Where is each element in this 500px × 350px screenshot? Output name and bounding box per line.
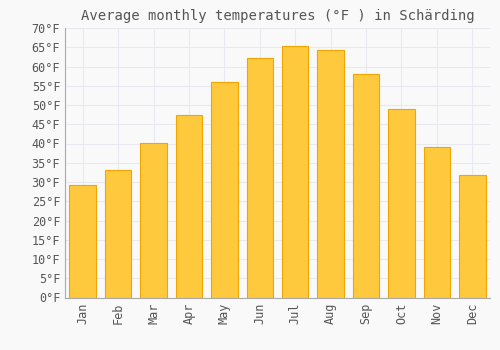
Bar [105, 170, 132, 298]
Bar [459, 175, 485, 298]
Bar [70, 185, 96, 298]
Bar [353, 74, 380, 298]
Bar [282, 46, 308, 298]
Bar [246, 58, 273, 298]
Bar [140, 143, 167, 298]
Title: Average monthly temperatures (°F ) in Schärding: Average monthly temperatures (°F ) in Sc… [80, 9, 474, 23]
Bar [318, 50, 344, 298]
Bar [211, 82, 238, 298]
Bar [388, 109, 414, 298]
Bar [176, 116, 202, 298]
Bar [424, 147, 450, 298]
